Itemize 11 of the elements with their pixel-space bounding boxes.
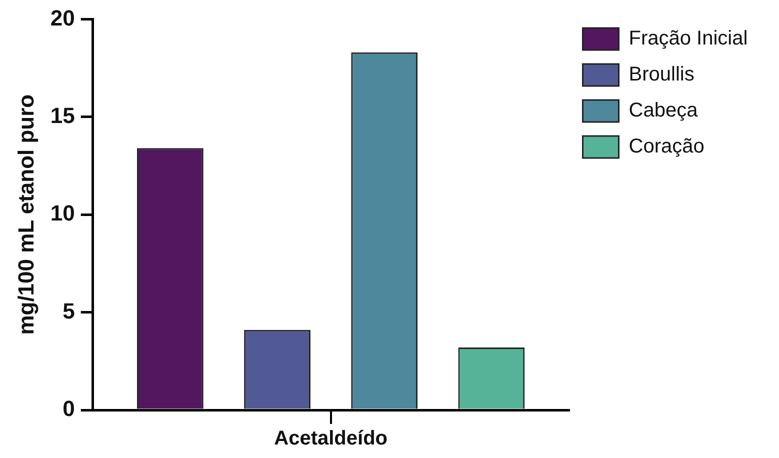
legend-label: Coração — [628, 136, 704, 158]
legend-label: Fração Inicial — [628, 28, 748, 50]
legend-label: Cabeça — [628, 100, 699, 122]
y-axis-title: mg/100 mL etanol puro — [13, 94, 38, 335]
y-tick-label: 0 — [62, 396, 75, 422]
legend-label: Broullis — [628, 64, 694, 86]
y-tick-label: 5 — [62, 298, 75, 324]
y-tick-label: 20 — [50, 5, 75, 30]
y-tick-label: 10 — [50, 200, 75, 226]
x-tick-label: Acetaldeído — [274, 428, 388, 450]
y-tick-label: 15 — [50, 102, 75, 128]
